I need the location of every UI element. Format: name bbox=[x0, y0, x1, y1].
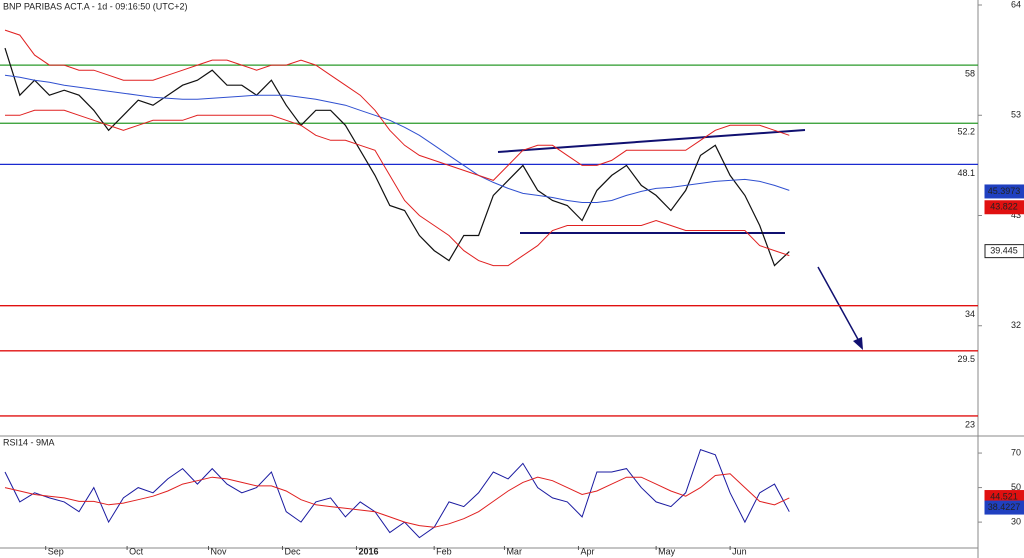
level-label: 58 bbox=[965, 69, 975, 79]
price-badge-label: 45.3973 bbox=[988, 186, 1021, 196]
price-badge bbox=[984, 184, 1024, 199]
price-badge-label: 44.521 bbox=[990, 491, 1018, 501]
series-line bbox=[4, 74, 790, 203]
x-tick-label: Mar bbox=[506, 546, 522, 556]
x-tick-label: Nov bbox=[210, 546, 227, 556]
level-label: 48.1 bbox=[957, 168, 975, 178]
series-line bbox=[4, 448, 790, 539]
arrow bbox=[817, 266, 861, 344]
trendline bbox=[497, 129, 806, 153]
price-badge bbox=[984, 500, 1024, 515]
x-tick-label: Feb bbox=[436, 546, 452, 556]
level-label: 23 bbox=[965, 419, 975, 429]
y-tick-label: 70 bbox=[1011, 447, 1021, 457]
y-tick-label: 64 bbox=[1011, 0, 1021, 9]
price-badge bbox=[984, 200, 1024, 215]
x-tick-label: Oct bbox=[129, 546, 144, 556]
chart-title: BNP PARIBAS ACT.A - 1d - 09:16:50 (UTC+2… bbox=[3, 1, 188, 11]
x-tick-label: 2016 bbox=[358, 546, 378, 556]
level-label: 52.2 bbox=[957, 127, 975, 137]
price-badge-label: 38.4227 bbox=[988, 502, 1021, 512]
y-tick-label: 32 bbox=[1011, 320, 1021, 330]
y-tick-label: 53 bbox=[1011, 110, 1021, 120]
price-badge bbox=[984, 244, 1024, 259]
price-badge-label: 43.822 bbox=[990, 202, 1018, 212]
x-tick-label: Apr bbox=[580, 546, 594, 556]
y-tick-label: 50 bbox=[1011, 482, 1021, 492]
x-tick-label: May bbox=[658, 546, 676, 556]
x-tick-label: Dec bbox=[284, 546, 301, 556]
y-tick-label: 30 bbox=[1011, 516, 1021, 526]
series-line bbox=[4, 47, 790, 267]
x-tick-label: Sep bbox=[48, 546, 64, 556]
y-tick-label: 43 bbox=[1011, 210, 1021, 220]
series-line bbox=[5, 109, 790, 267]
series-line bbox=[4, 473, 790, 528]
level-label: 34 bbox=[965, 309, 975, 319]
level-label: 29.5 bbox=[957, 354, 975, 364]
price-badge-label: 39.445 bbox=[990, 246, 1018, 256]
arrow-head bbox=[853, 337, 863, 350]
series-line bbox=[4, 29, 790, 181]
rsi-title: RSI14 - 9MA bbox=[3, 437, 55, 447]
x-tick-label: Jun bbox=[732, 546, 747, 556]
